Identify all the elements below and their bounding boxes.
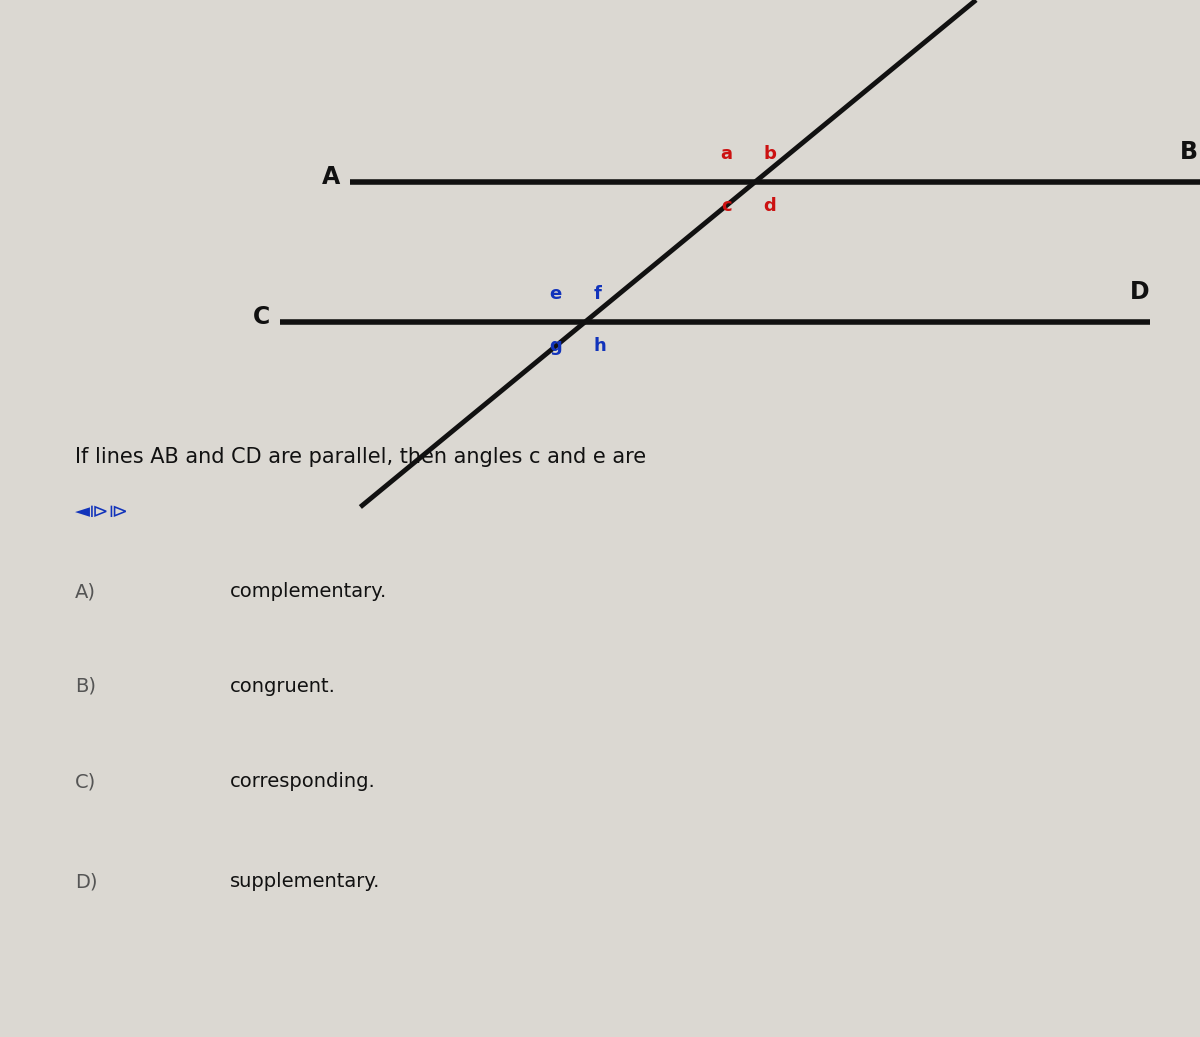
Text: b: b (763, 145, 776, 163)
Text: supplementary.: supplementary. (230, 872, 380, 891)
Text: D: D (1130, 280, 1150, 304)
Text: a: a (720, 145, 732, 163)
Text: d: d (763, 197, 776, 215)
Text: C: C (253, 305, 270, 329)
Text: h: h (593, 337, 606, 355)
Text: ◄⧐⧐: ◄⧐⧐ (74, 502, 130, 521)
Text: complementary.: complementary. (230, 582, 388, 601)
Text: A): A) (74, 582, 96, 601)
Text: B: B (1180, 140, 1198, 164)
Text: D): D) (74, 872, 97, 891)
Text: A: A (322, 165, 340, 189)
Text: e: e (550, 285, 562, 303)
Text: corresponding.: corresponding. (230, 772, 376, 791)
Text: If lines AB and CD are parallel, then angles c and e are: If lines AB and CD are parallel, then an… (74, 447, 646, 467)
Text: g: g (550, 337, 562, 355)
Text: C): C) (74, 772, 96, 791)
Text: B): B) (74, 677, 96, 696)
Text: c: c (721, 197, 732, 215)
Text: f: f (593, 285, 601, 303)
Text: congruent.: congruent. (230, 677, 336, 696)
